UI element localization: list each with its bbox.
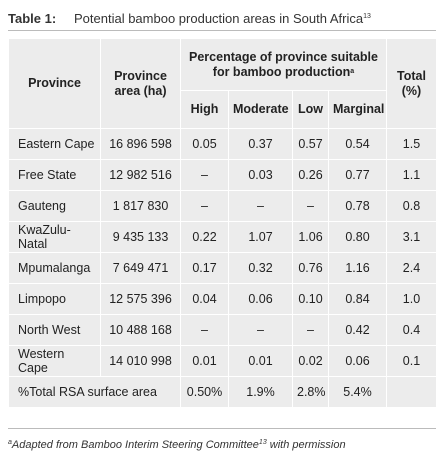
cell-area: 12 575 396 bbox=[100, 283, 181, 315]
total-marginal: 5.4% bbox=[328, 376, 387, 408]
header-province: Province bbox=[8, 38, 101, 129]
cell-area: 9 435 133 bbox=[100, 221, 181, 253]
cell-marginal: 0.78 bbox=[328, 190, 387, 222]
total-high: 0.50% bbox=[180, 376, 229, 408]
header-area: Province area (ha) bbox=[100, 38, 181, 129]
cell-province: Gauteng bbox=[8, 190, 101, 222]
header-percentage-text: Percentage of province suitable for bamb… bbox=[189, 49, 378, 79]
bottom-rule bbox=[8, 428, 436, 429]
header-moderate: Moderate bbox=[228, 90, 293, 129]
cell-total: 0.8 bbox=[386, 190, 437, 222]
cell-province: Limpopo bbox=[8, 283, 101, 315]
table-row: Eastern Cape 16 896 598 0.05 0.37 0.57 0… bbox=[8, 128, 437, 160]
cell-moderate: 0.03 bbox=[228, 159, 293, 191]
table-number: Table 1: bbox=[8, 11, 57, 26]
table-caption: Table 1: Potential bamboo production area… bbox=[8, 11, 436, 27]
footnote-reference: 13 bbox=[258, 439, 267, 446]
table-row: Western Cape 14 010 998 0.01 0.01 0.02 0… bbox=[8, 345, 437, 377]
header-total: Total (%) bbox=[386, 38, 437, 129]
footnote-text: Adapted from Bamboo Interim Steering Com… bbox=[11, 439, 259, 451]
table-container: Province Province area (ha) Percentage o… bbox=[8, 38, 437, 408]
cell-high: – bbox=[180, 190, 229, 222]
footnote-mark: a bbox=[8, 439, 12, 446]
cell-marginal: 0.77 bbox=[328, 159, 387, 191]
table-body: Eastern Cape 16 896 598 0.05 0.37 0.57 0… bbox=[8, 128, 437, 408]
cell-province: Mpumalanga bbox=[8, 252, 101, 284]
cell-low: 0.76 bbox=[292, 252, 329, 284]
cell-total: 3.1 bbox=[386, 221, 437, 253]
cell-low: 0.10 bbox=[292, 283, 329, 315]
cell-total: 1.5 bbox=[386, 128, 437, 160]
table-row: North West 10 488 168 – – – 0.42 0.4 bbox=[8, 314, 437, 346]
cell-marginal: 0.54 bbox=[328, 128, 387, 160]
cell-total: 0.4 bbox=[386, 314, 437, 346]
cell-marginal: 0.84 bbox=[328, 283, 387, 315]
cell-moderate: – bbox=[228, 314, 293, 346]
cell-province: Eastern Cape bbox=[8, 128, 101, 160]
total-moderate: 1.9% bbox=[228, 376, 293, 408]
cell-area: 14 010 998 bbox=[100, 345, 181, 377]
cell-area: 16 896 598 bbox=[100, 128, 181, 160]
header-high: High bbox=[180, 90, 229, 129]
cell-moderate: 0.32 bbox=[228, 252, 293, 284]
cell-high: 0.05 bbox=[180, 128, 229, 160]
cell-province: North West bbox=[8, 314, 101, 346]
top-rule bbox=[8, 30, 436, 31]
header-row-1: Province Province area (ha) Percentage o… bbox=[8, 38, 437, 129]
header-percentage-mark: a bbox=[350, 67, 355, 75]
cell-marginal: 1.16 bbox=[328, 252, 387, 284]
cell-high: 0.22 bbox=[180, 221, 229, 253]
cell-province: Free State bbox=[8, 159, 101, 191]
cell-moderate: 0.37 bbox=[228, 128, 293, 160]
cell-high: 0.17 bbox=[180, 252, 229, 284]
table-row: Free State 12 982 516 – 0.03 0.26 0.77 1… bbox=[8, 159, 437, 191]
cell-high: 0.01 bbox=[180, 345, 229, 377]
cell-moderate: 0.06 bbox=[228, 283, 293, 315]
cell-total: 0.1 bbox=[386, 345, 437, 377]
cell-low: 0.57 bbox=[292, 128, 329, 160]
cell-moderate: 0.01 bbox=[228, 345, 293, 377]
cell-low: 0.02 bbox=[292, 345, 329, 377]
table-title: Potential bamboo production areas in Sou… bbox=[74, 11, 364, 26]
cell-low: 0.26 bbox=[292, 159, 329, 191]
header-low: Low bbox=[292, 90, 329, 129]
cell-moderate: 1.07 bbox=[228, 221, 293, 253]
cell-high: – bbox=[180, 159, 229, 191]
caption-reference: 13 bbox=[363, 13, 371, 20]
cell-province: KwaZulu-Natal bbox=[8, 221, 101, 253]
table-row: Mpumalanga 7 649 471 0.17 0.32 0.76 1.16… bbox=[8, 252, 437, 284]
cell-marginal: 0.80 bbox=[328, 221, 387, 253]
cell-high: – bbox=[180, 314, 229, 346]
table-row: KwaZulu-Natal 9 435 133 0.22 1.07 1.06 0… bbox=[8, 221, 437, 253]
header-marginal: Marginal bbox=[328, 90, 387, 129]
cell-low: – bbox=[292, 314, 329, 346]
bamboo-table: Province Province area (ha) Percentage o… bbox=[8, 38, 437, 408]
cell-area: 12 982 516 bbox=[100, 159, 181, 191]
cell-area: 10 488 168 bbox=[100, 314, 181, 346]
cell-total: 2.4 bbox=[386, 252, 437, 284]
cell-province: Western Cape bbox=[8, 345, 101, 377]
cell-total: 1.1 bbox=[386, 159, 437, 191]
table-row: Gauteng 1 817 830 – – – 0.78 0.8 bbox=[8, 190, 437, 222]
cell-area: 7 649 471 bbox=[100, 252, 181, 284]
total-row: %Total RSA surface area 0.50% 1.9% 2.8% … bbox=[8, 376, 437, 408]
total-low: 2.8% bbox=[292, 376, 329, 408]
table-footnote: aAdapted from Bamboo Interim Steering Co… bbox=[8, 438, 436, 452]
total-total bbox=[386, 376, 437, 408]
cell-low: – bbox=[292, 190, 329, 222]
cell-area: 1 817 830 bbox=[100, 190, 181, 222]
footnote-suffix: with permission bbox=[266, 439, 346, 451]
header-percentage: Percentage of province suitable for bamb… bbox=[180, 38, 387, 91]
cell-marginal: 0.42 bbox=[328, 314, 387, 346]
cell-moderate: – bbox=[228, 190, 293, 222]
cell-high: 0.04 bbox=[180, 283, 229, 315]
table-row: Limpopo 12 575 396 0.04 0.06 0.10 0.84 1… bbox=[8, 283, 437, 315]
cell-low: 1.06 bbox=[292, 221, 329, 253]
total-row-label: %Total RSA surface area bbox=[8, 376, 181, 408]
header-row-2: High Moderate Low Marginal bbox=[9, 90, 437, 129]
cell-marginal: 0.06 bbox=[328, 345, 387, 377]
cell-total: 1.0 bbox=[386, 283, 437, 315]
